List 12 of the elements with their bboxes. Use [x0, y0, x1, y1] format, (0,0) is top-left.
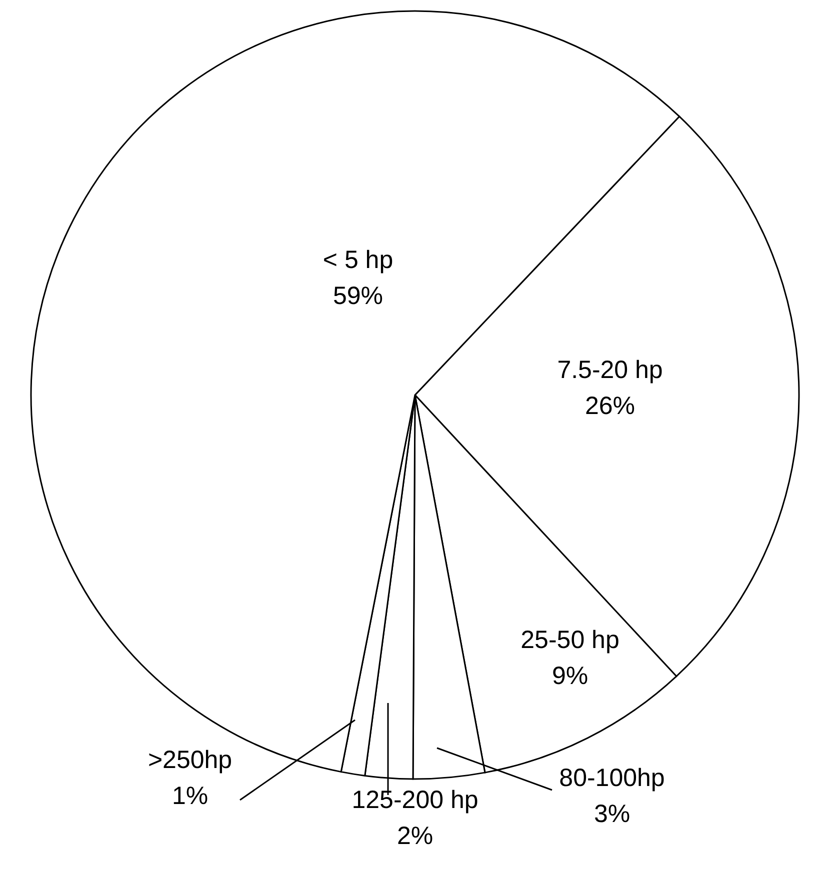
slice-label: < 5 hp	[322, 246, 394, 274]
data-label: 26%	[584, 392, 636, 420]
slice-label: 80-100hp	[559, 764, 665, 792]
data-label: 1%	[172, 782, 208, 810]
slice-label: >250hp	[148, 746, 232, 774]
data-label: 3%	[594, 800, 630, 828]
slice-label: 25-50 hp	[520, 626, 620, 654]
data-label: 2%	[396, 822, 434, 850]
data-label: 9%	[552, 662, 588, 690]
slice-label: 125-200 hp	[352, 786, 478, 814]
data-label: 59%	[332, 282, 384, 310]
slice-label: 7.5-20 hp	[557, 356, 663, 384]
